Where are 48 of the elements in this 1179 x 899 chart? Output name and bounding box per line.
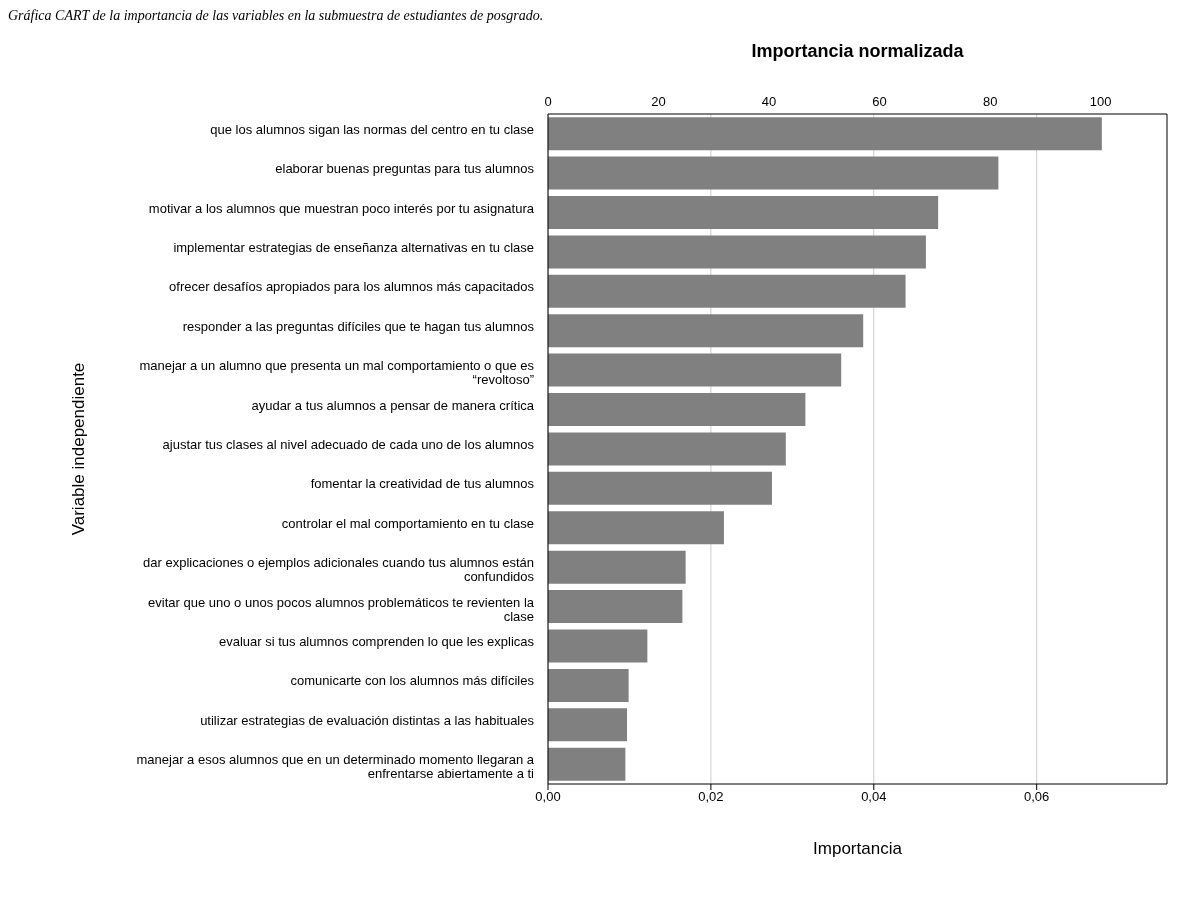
bar [548,629,648,663]
x2-axis-title: Importancia normalizada [751,40,965,61]
bar [548,432,786,466]
y-tick-label: elaborar buenas preguntas para tus alumnos [275,161,535,177]
y-tick-label: ofrecer desafíos apropiados para los alumnos más capacitados [169,279,535,295]
y-tick-label: que los alumnos sigan las normas del centro en tu clase [210,121,534,137]
x2-tick-label: 60 [872,94,887,109]
y-axis-title: Variable independiente [69,362,89,536]
text: Gráfica CART de la importancia de las variables en la submuestra de estudiantes de posgrado. [8,8,545,25]
x-tick-label: 0,06 [1024,789,1050,805]
bar [548,668,629,702]
x-tick-label: 0,00 [535,789,561,805]
y-tick-label: controlar el mal comportamiento en tu clase [281,515,534,531]
y-tick-label: evitar que uno o unos pocos alumnos problemáticos te revienten la clase [148,594,535,624]
bar [548,511,724,545]
y-tick-label: evaluar si tus alumnos comprenden lo que les explicas [218,634,535,650]
bar [548,353,842,387]
bar [548,235,926,269]
bar [548,590,683,624]
y-tick-label: implementar estrategias de enseñanza alternativas en tu clase [173,239,534,255]
y-tick-label: ajustar tus clases al nivel adecuado de cada uno de los alumnos [162,437,535,452]
x-tick-label: 0,02 [698,789,724,805]
y-tick-label: motivar a los alumnos que muestran poco interés por tu asignatura [148,200,535,216]
y-tick-label: manejar a un alumno que presenta un mal comportamiento o que es “revoltoso” [139,358,535,388]
x2-tick-label: 100 [1089,94,1112,109]
bar [548,747,626,781]
bar [548,471,772,505]
bar [548,117,1102,151]
bar [548,708,627,742]
y-tick-label: dar explicaciones o ejemplos adicionales cuando tus alumnos están confundidos [143,555,535,585]
x-axis-title: Importancia [813,839,903,858]
x2-tick-label: 0 [544,94,552,109]
bar [548,393,806,427]
bar [548,156,999,190]
x-tick-label: 0,04 [861,789,887,805]
y-tick-label: manejar a esos alumnos que en un determinado momento llegaran a enfrentarse abiertamente a ti [136,752,535,782]
y-tick-label: utilizar estrategias de evaluación distintas a las habituales [200,712,535,728]
bar [548,274,906,308]
bar [548,314,864,348]
x2-tick-label: 80 [982,94,998,109]
y-tick-label: comunicarte con los alumnos más difíciles [290,673,535,689]
x2-tick-label: 40 [761,94,777,109]
x2-tick-label: 20 [651,94,666,109]
y-tick-label: fomentar la creatividad de tus alumnos [310,476,535,492]
bar [548,195,939,229]
y-tick-label: responder a las preguntas difíciles que te hagan tus alumnos [182,318,535,334]
bar [548,550,686,584]
y-tick-label: ayudar a tus alumnos a pensar de manera crítica [251,397,535,413]
